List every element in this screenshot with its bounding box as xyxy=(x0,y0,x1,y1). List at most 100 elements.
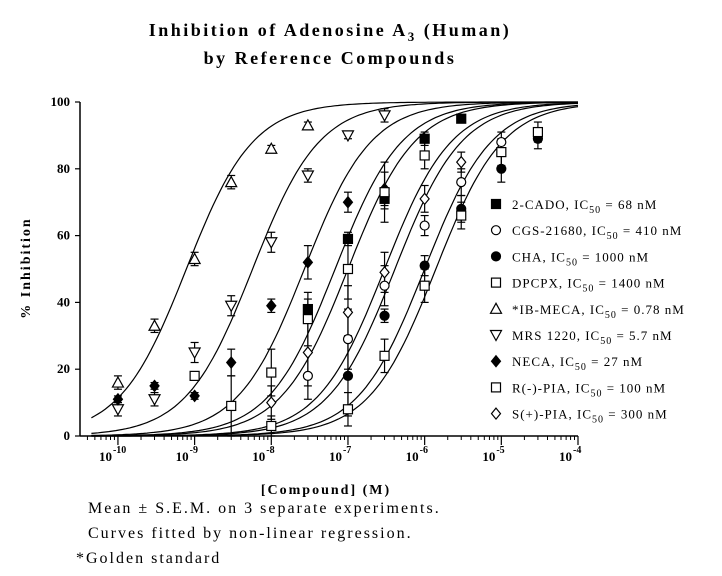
point-CHA-0 xyxy=(342,370,354,381)
point-R(-)-PIA-3 xyxy=(302,314,313,325)
point-NECA-5 xyxy=(302,255,314,269)
point-*IB-MECA-2 xyxy=(188,252,202,265)
legend-marker-R(-)-PIA xyxy=(490,382,502,393)
note-mean-sem: Mean ± S.E.M. on 3 separate experiments. xyxy=(88,500,441,517)
legend-marker-CGS-21680 xyxy=(490,225,502,236)
legend-entry-NECA: NECA, IC50 = 27 nM xyxy=(512,354,643,373)
y-axis-label: % Inhibition xyxy=(19,217,34,318)
point-S(+)-PIA-1 xyxy=(302,346,314,359)
legend-marker-CHA xyxy=(490,251,502,262)
point-CHA-2 xyxy=(419,260,430,271)
point-CHA-4 xyxy=(496,163,507,174)
x-axis-label: [Compound] (M) xyxy=(261,483,391,498)
point-S(+)-PIA-3 xyxy=(379,265,390,279)
y-tick-label-4: 80 xyxy=(57,161,70,176)
x-tick-exponent-3: -7 xyxy=(343,445,351,456)
point-MRS 1220-3 xyxy=(224,300,238,313)
note-golden-standard: *Golden standard xyxy=(76,550,222,567)
y-tick-label-3: 60 xyxy=(57,228,70,243)
chart-title-tail: (Human) xyxy=(417,20,512,41)
x-tick-label-2: 10 xyxy=(252,449,265,464)
legend-marker-DPCPX xyxy=(490,277,502,288)
point-CGS-21680-5 xyxy=(496,136,507,148)
point-R(-)-PIA-5 xyxy=(379,187,390,198)
point-CHA-1 xyxy=(379,310,390,321)
point-2-CADO-1 xyxy=(342,233,354,245)
point-CGS-21680-0 xyxy=(302,370,313,381)
point-DPCPX-3 xyxy=(419,280,430,291)
point-NECA-3 xyxy=(225,356,237,369)
note-curve-fit: Curves fitted by non-linear regression. xyxy=(88,525,413,542)
chart-title-main: Inhibition of Adenosine A xyxy=(149,20,408,40)
point-MRS 1220-4 xyxy=(264,237,278,250)
x-tick-exponent-2: -8 xyxy=(266,445,274,456)
point-*IB-MECA-0 xyxy=(111,375,125,388)
point-MRS 1220-0 xyxy=(111,404,125,417)
point-NECA-0 xyxy=(112,392,124,406)
x-tick-label-5: 10 xyxy=(482,449,495,464)
legend-marker-*IB-MECA xyxy=(489,302,503,314)
legend-entry-CHA: CHA, IC50 = 1000 nM xyxy=(512,249,649,268)
legend-marker-2-CADO xyxy=(490,198,502,210)
x-tick-exponent-5: -5 xyxy=(496,445,504,456)
point-CGS-21680-4 xyxy=(456,177,467,188)
x-tick-label-1: 10 xyxy=(176,449,189,464)
point-2-CADO-4 xyxy=(456,113,467,124)
point-MRS 1220-1 xyxy=(148,394,162,407)
legend-entry-S(+)-PIA: S(+)-PIA, IC50 = 300 nM xyxy=(512,407,668,426)
y-tick-label-5: 100 xyxy=(51,94,71,109)
legend-entry-CGS-21680: CGS-21680, IC50 = 410 nM xyxy=(512,223,682,242)
chart-title-line-1: Inhibition of Adenosine A3 (Human) xyxy=(149,20,512,44)
point-R(-)-PIA-4 xyxy=(342,263,354,275)
x-tick-exponent-4: -6 xyxy=(420,445,428,456)
y-axis-ticks: 0 20 40 60 80 100 xyxy=(51,94,80,443)
point-S(+)-PIA-4 xyxy=(419,192,430,206)
point-R(-)-PIA-6 xyxy=(419,150,430,161)
chart-title-subscript: 3 xyxy=(408,29,417,44)
legend-entry-DPCPX: DPCPX, IC50 = 1400 nM xyxy=(512,276,666,295)
x-tick-label-4: 10 xyxy=(406,449,419,464)
legend-marker-MRS 1220 xyxy=(489,329,503,342)
legend-entry-R(-)-PIA: R(-)-PIA, IC50 = 100 nM xyxy=(512,380,666,399)
point-R(-)-PIA-0 xyxy=(189,370,200,381)
point-NECA-1 xyxy=(149,379,160,393)
point-NECA-2 xyxy=(189,389,200,403)
x-axis-ticks: 10 -10 10 -9 10 -8 10 -7 10 -6 10 -5 10 -4 xyxy=(86,436,581,464)
point-*IB-MECA-3 xyxy=(224,175,238,188)
legend: 2-CADO, IC50 = 68 nM CGS-21680, IC50 = 41… xyxy=(489,197,685,426)
x-tick-exponent-0: -10 xyxy=(113,445,126,456)
point-2-CADO-3 xyxy=(419,133,430,144)
point-R(-)-PIA-2 xyxy=(266,367,277,378)
point-DPCPX-2 xyxy=(379,350,390,361)
point-DPCPX-6 xyxy=(532,126,544,138)
curve-MRS 1220 xyxy=(91,101,578,434)
curve-S(+)-PIA xyxy=(91,102,579,437)
curve-R(-)-PIA xyxy=(91,101,579,437)
point-MRS 1220-5 xyxy=(301,170,315,183)
point-R(-)-PIA-1 xyxy=(226,400,237,412)
x-tick-label-3: 10 xyxy=(329,449,342,464)
point-S(+)-PIA-5 xyxy=(455,155,467,169)
point-DPCPX-5 xyxy=(496,147,507,158)
legend-marker-S(+)-PIA xyxy=(490,407,502,421)
x-tick-label-6: 10 xyxy=(559,449,572,464)
point-*IB-MECA-1 xyxy=(148,319,162,331)
data-points xyxy=(111,110,544,432)
legend-entry-MRS 1220: MRS 1220, IC50 = 5.7 nM xyxy=(512,328,673,347)
x-tick-exponent-6: -4 xyxy=(573,445,581,456)
point-S(+)-PIA-2 xyxy=(342,305,354,319)
point-DPCPX-1 xyxy=(342,404,354,415)
x-tick-exponent-1: -9 xyxy=(190,445,198,456)
point-CGS-21680-3 xyxy=(419,220,430,231)
legend-entry-2-CADO: 2-CADO, IC50 = 68 nM xyxy=(512,197,657,216)
legend-entry-*IB-MECA: *IB-MECA, IC50 = 0.78 nM xyxy=(512,302,685,321)
curve-NECA xyxy=(91,101,578,436)
curve-2-CADO xyxy=(91,101,579,437)
y-tick-label-0: 0 xyxy=(64,428,71,443)
point-*IB-MECA-4 xyxy=(264,142,278,154)
point-*IB-MECA-5 xyxy=(301,118,315,131)
chart-title-line-2: by Reference Compounds xyxy=(204,48,457,68)
y-tick-label-2: 40 xyxy=(57,294,70,309)
point-CGS-21680-1 xyxy=(342,334,354,345)
